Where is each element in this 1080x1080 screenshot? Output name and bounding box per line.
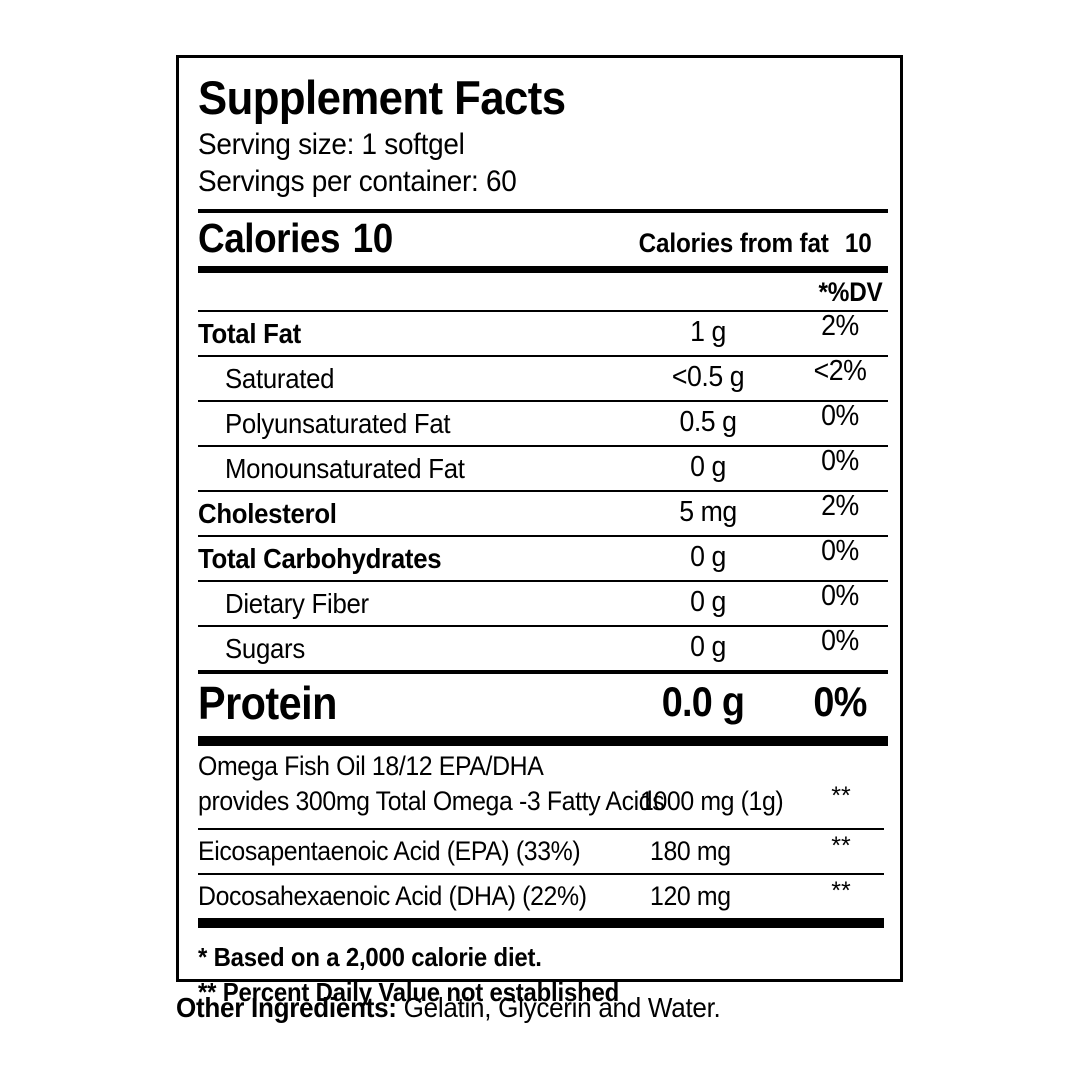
nutrient-row-dietary-fiber: Dietary Fiber 0 g 0% [198, 580, 888, 625]
nutrient-name: Cholesterol [198, 498, 337, 530]
other-ingredients-value: Gelatin, Glycerin and Water. [403, 992, 721, 1023]
ingredient-dv: ** [831, 877, 851, 906]
row-rule [198, 625, 888, 628]
protein-dv: 0% [813, 678, 867, 726]
calories-from-fat-value: 10 [845, 228, 872, 259]
nutrient-amount: 5 mg [679, 496, 737, 529]
protein-amount: 0.0 g [661, 678, 745, 726]
nutrient-dv: 0% [821, 400, 859, 433]
servings-per-container: Servings per container: 60 [198, 164, 517, 198]
row-rule [198, 490, 888, 493]
ingredient-row-epa: Eicosapentaenoic Acid (EPA) (33%) 180 mg… [198, 830, 888, 873]
row-rule [198, 400, 888, 403]
rule-below-ingredients [198, 918, 884, 929]
ingredient-dv: ** [831, 832, 851, 861]
serving-size: Serving size: 1 softgel [198, 128, 465, 161]
nutrient-name: Dietary Fiber [225, 588, 369, 620]
ingredient-dv: ** [831, 782, 851, 811]
supplement-facts-panel: Supplement Facts Serving size: 1 softgel… [176, 55, 903, 1007]
nutrient-amount: 0.5 g [679, 406, 737, 439]
calories-from-fat: Calories from fat 10 [639, 228, 888, 262]
nutrient-amount: 0 g [690, 586, 726, 619]
nutrient-row-protein: Protein 0.0 g 0% [198, 674, 888, 736]
nutrient-name: Sugars [225, 633, 305, 665]
ingredient-name: Eicosapentaenoic Acid (EPA) (33%) [198, 836, 581, 867]
footnote-daily-value-basis: * Based on a 2,000 calorie diet. [198, 942, 542, 973]
daily-value-header: *%DV [818, 277, 883, 308]
nutrient-name: Saturated [225, 363, 335, 395]
nutrient-amount: <0.5 g [671, 361, 745, 394]
row-rule [198, 828, 884, 831]
rule-above-protein [198, 670, 888, 675]
calories-left: Calories 10 [198, 215, 393, 262]
calories-from-fat-label: Calories from fat [638, 228, 829, 259]
nutrient-dv: 0% [821, 625, 859, 658]
footnote-dv-not-established: ** Percent Daily Value not established [198, 976, 620, 1007]
nutrient-dv: 0% [821, 445, 859, 478]
nutrient-row-sugars: Sugars 0 g 0% [198, 625, 888, 670]
rule-above-calories [198, 209, 888, 214]
nutrient-amount: 0 g [690, 541, 726, 574]
rule-below-calories [198, 266, 888, 274]
ingredient-name-line1: Omega Fish Oil 18/12 EPA/DHA [198, 751, 544, 782]
supplement-facts-inner: Supplement Facts Serving size: 1 softgel… [198, 58, 888, 1009]
nutrient-amount: 0 g [690, 631, 726, 664]
footnotes: * Based on a 2,000 calorie diet. ** Perc… [198, 928, 888, 1009]
nutrient-row-total-fat: Total Fat 1 g 2% [198, 310, 888, 355]
nutrient-name: Polyunsaturated Fat [225, 408, 451, 440]
protein-name: Protein [198, 677, 337, 730]
nutrient-dv: 2% [821, 310, 859, 343]
ingredient-amount: 180 mg [650, 836, 731, 867]
nutrient-dv: 0% [821, 535, 859, 568]
calories-label: Calories [198, 215, 341, 262]
row-rule [198, 355, 888, 358]
ingredient-amount: 120 mg [650, 881, 731, 912]
nutrient-name: Monounsaturated Fat [225, 453, 465, 485]
nutrient-row-polyunsaturated-fat: Polyunsaturated Fat 0.5 g 0% [198, 400, 888, 445]
row-rule [198, 873, 884, 876]
calories-row: Calories 10 Calories from fat 10 [198, 213, 888, 266]
nutrient-name: Total Fat [198, 318, 301, 350]
nutrient-amount: 0 g [690, 451, 726, 484]
other-ingredients-label: Other Ingredients: [176, 992, 397, 1023]
nutrient-dv: 2% [821, 490, 859, 523]
rule-below-dv-header [198, 310, 888, 313]
nutrient-dv: <2% [813, 355, 867, 388]
row-rule [198, 535, 888, 538]
row-rule [198, 445, 888, 448]
other-ingredients: Other Ingredients: Gelatin, Glycerin and… [176, 992, 976, 1024]
ingredient-name-line2: provides 300mg Total Omega -3 Fatty Acid… [198, 786, 665, 817]
nutrient-row-saturated: Saturated <0.5 g <2% [198, 355, 888, 400]
row-rule [198, 580, 888, 583]
nutrient-row-total-carbohydrates: Total Carbohydrates 0 g 0% [198, 535, 888, 580]
ingredient-row-omega-fish-oil: Omega Fish Oil 18/12 EPA/DHA provides 30… [198, 746, 888, 828]
ingredient-amount: 1000 mg (1g) [640, 786, 784, 817]
ingredient-name: Docosahexaenoic Acid (DHA) (22%) [198, 881, 587, 912]
nutrient-name: Total Carbohydrates [198, 543, 442, 575]
nutrient-row-monounsaturated-fat: Monounsaturated Fat 0 g 0% [198, 445, 888, 490]
panel-title: Supplement Facts [198, 71, 566, 124]
ingredient-row-dha: Docosahexaenoic Acid (DHA) (22%) 120 mg … [198, 875, 888, 918]
serving-info: Serving size: 1 softgel Servings per con… [198, 121, 888, 209]
nutrient-amount: 1 g [690, 316, 726, 349]
nutrient-dv: 0% [821, 580, 859, 613]
calories-value: 10 [352, 215, 394, 262]
nutrient-row-cholesterol: Cholesterol 5 mg 2% [198, 490, 888, 535]
rule-below-protein [198, 736, 888, 747]
